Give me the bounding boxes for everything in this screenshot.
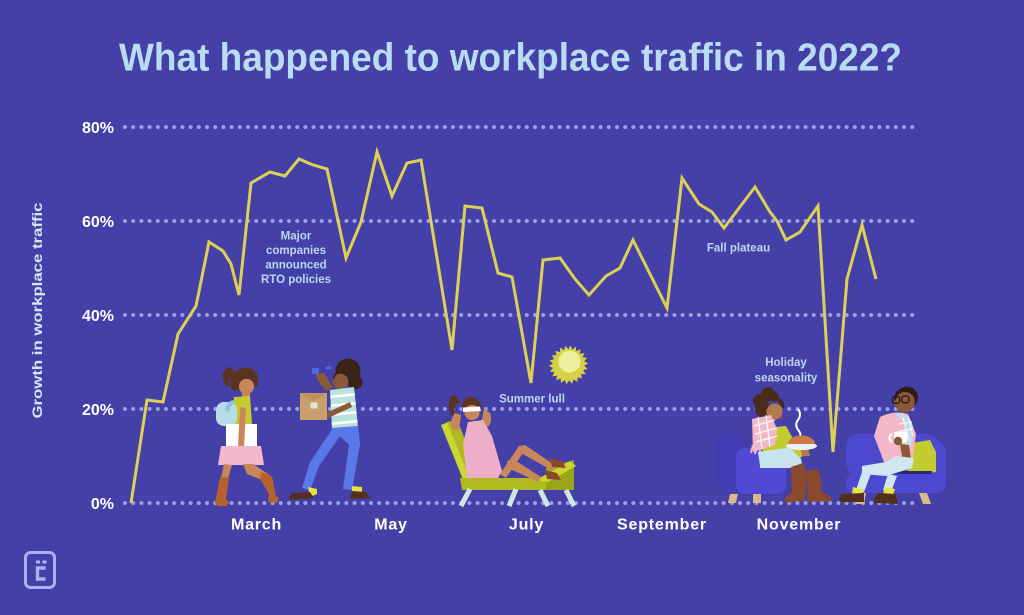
svg-text:80%: 80%: [82, 120, 114, 137]
svg-text:announced: announced: [265, 260, 326, 272]
svg-text:September: September: [617, 517, 707, 534]
svg-text:Major: Major: [281, 231, 312, 243]
svg-text:RTO policies: RTO policies: [261, 274, 331, 286]
svg-text:20%: 20%: [82, 402, 114, 419]
svg-text:60%: 60%: [82, 214, 114, 231]
svg-text:seasonality: seasonality: [755, 373, 818, 385]
svg-text:0%: 0%: [91, 496, 114, 513]
svg-text:Holiday: Holiday: [765, 357, 807, 369]
svg-text:companies: companies: [266, 245, 326, 257]
svg-text:What happened to workplace tra: What happened to workplace traffic in 20…: [119, 37, 902, 80]
svg-text:40%: 40%: [82, 308, 114, 325]
svg-text:May: May: [374, 517, 408, 534]
svg-text:July: July: [509, 517, 544, 534]
svg-text:Fall plateau: Fall plateau: [707, 243, 770, 255]
svg-text:Growth in workplace traffic: Growth in workplace traffic: [29, 202, 45, 418]
svg-text:March: March: [231, 517, 282, 534]
svg-text:Summer lull: Summer lull: [499, 394, 565, 406]
svg-text:November: November: [757, 517, 842, 534]
